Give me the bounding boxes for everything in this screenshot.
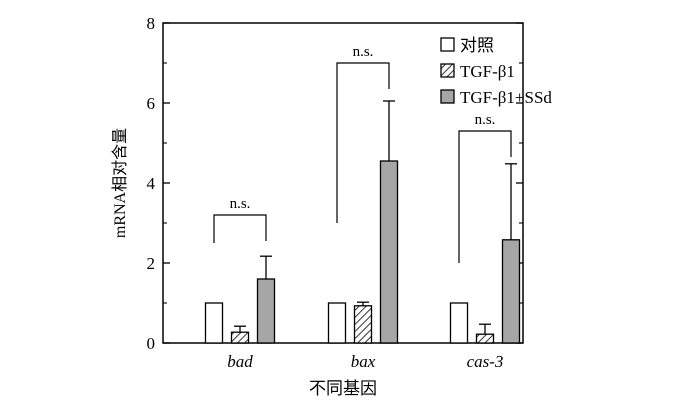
x-tick-label: bad [227, 352, 253, 371]
legend: 对照 TGF-β1 TGF-β1+SSd [440, 36, 552, 107]
y-tick-label: 0 [147, 334, 156, 353]
significance-bracket [213, 214, 267, 243]
bar-cas-3-series-1 [449, 302, 469, 344]
bar-cas-3-series-2 [475, 333, 495, 344]
x-tick-label: cas-3 [467, 352, 504, 371]
x-axis-title: 不同基因 [309, 379, 377, 398]
significance-bracket [336, 62, 390, 223]
significance-brackets: n.s. n.s. n.s. [213, 44, 512, 263]
x-tick-label: bax [351, 352, 376, 371]
bar-bax-series-2 [353, 305, 373, 344]
y-tick-label: 6 [147, 94, 156, 113]
significance-label: n.s. [475, 112, 496, 128]
significance-bracket [458, 130, 512, 263]
significance-label: n.s. [353, 44, 374, 60]
bar-bad-series-3 [256, 278, 276, 344]
y-tick-label: 4 [147, 174, 156, 193]
bar-bax-series-3 [379, 160, 399, 344]
y-tick-label: 8 [147, 14, 156, 33]
y-axis-title: mRNA相对含量 [111, 128, 129, 238]
x-axis: bad bax cas-3 [227, 336, 503, 371]
bar-cas-3-series-3 [501, 239, 521, 344]
legend-label-2: TGF-β1 [460, 62, 515, 81]
bars [204, 100, 521, 344]
y-tick-label: 2 [147, 254, 156, 273]
bar-bad-series-2 [230, 331, 250, 344]
legend-label-3: TGF-β1+SSd [460, 88, 552, 107]
significance-label: n.s. [230, 196, 251, 212]
bar-bad-series-1 [204, 302, 224, 344]
legend-label-1: 对照 [460, 36, 494, 55]
legend-swatch-1 [440, 37, 455, 52]
legend-swatch-2 [440, 63, 455, 78]
bar-bax-series-1 [327, 302, 347, 344]
legend-swatch-3 [440, 89, 455, 104]
